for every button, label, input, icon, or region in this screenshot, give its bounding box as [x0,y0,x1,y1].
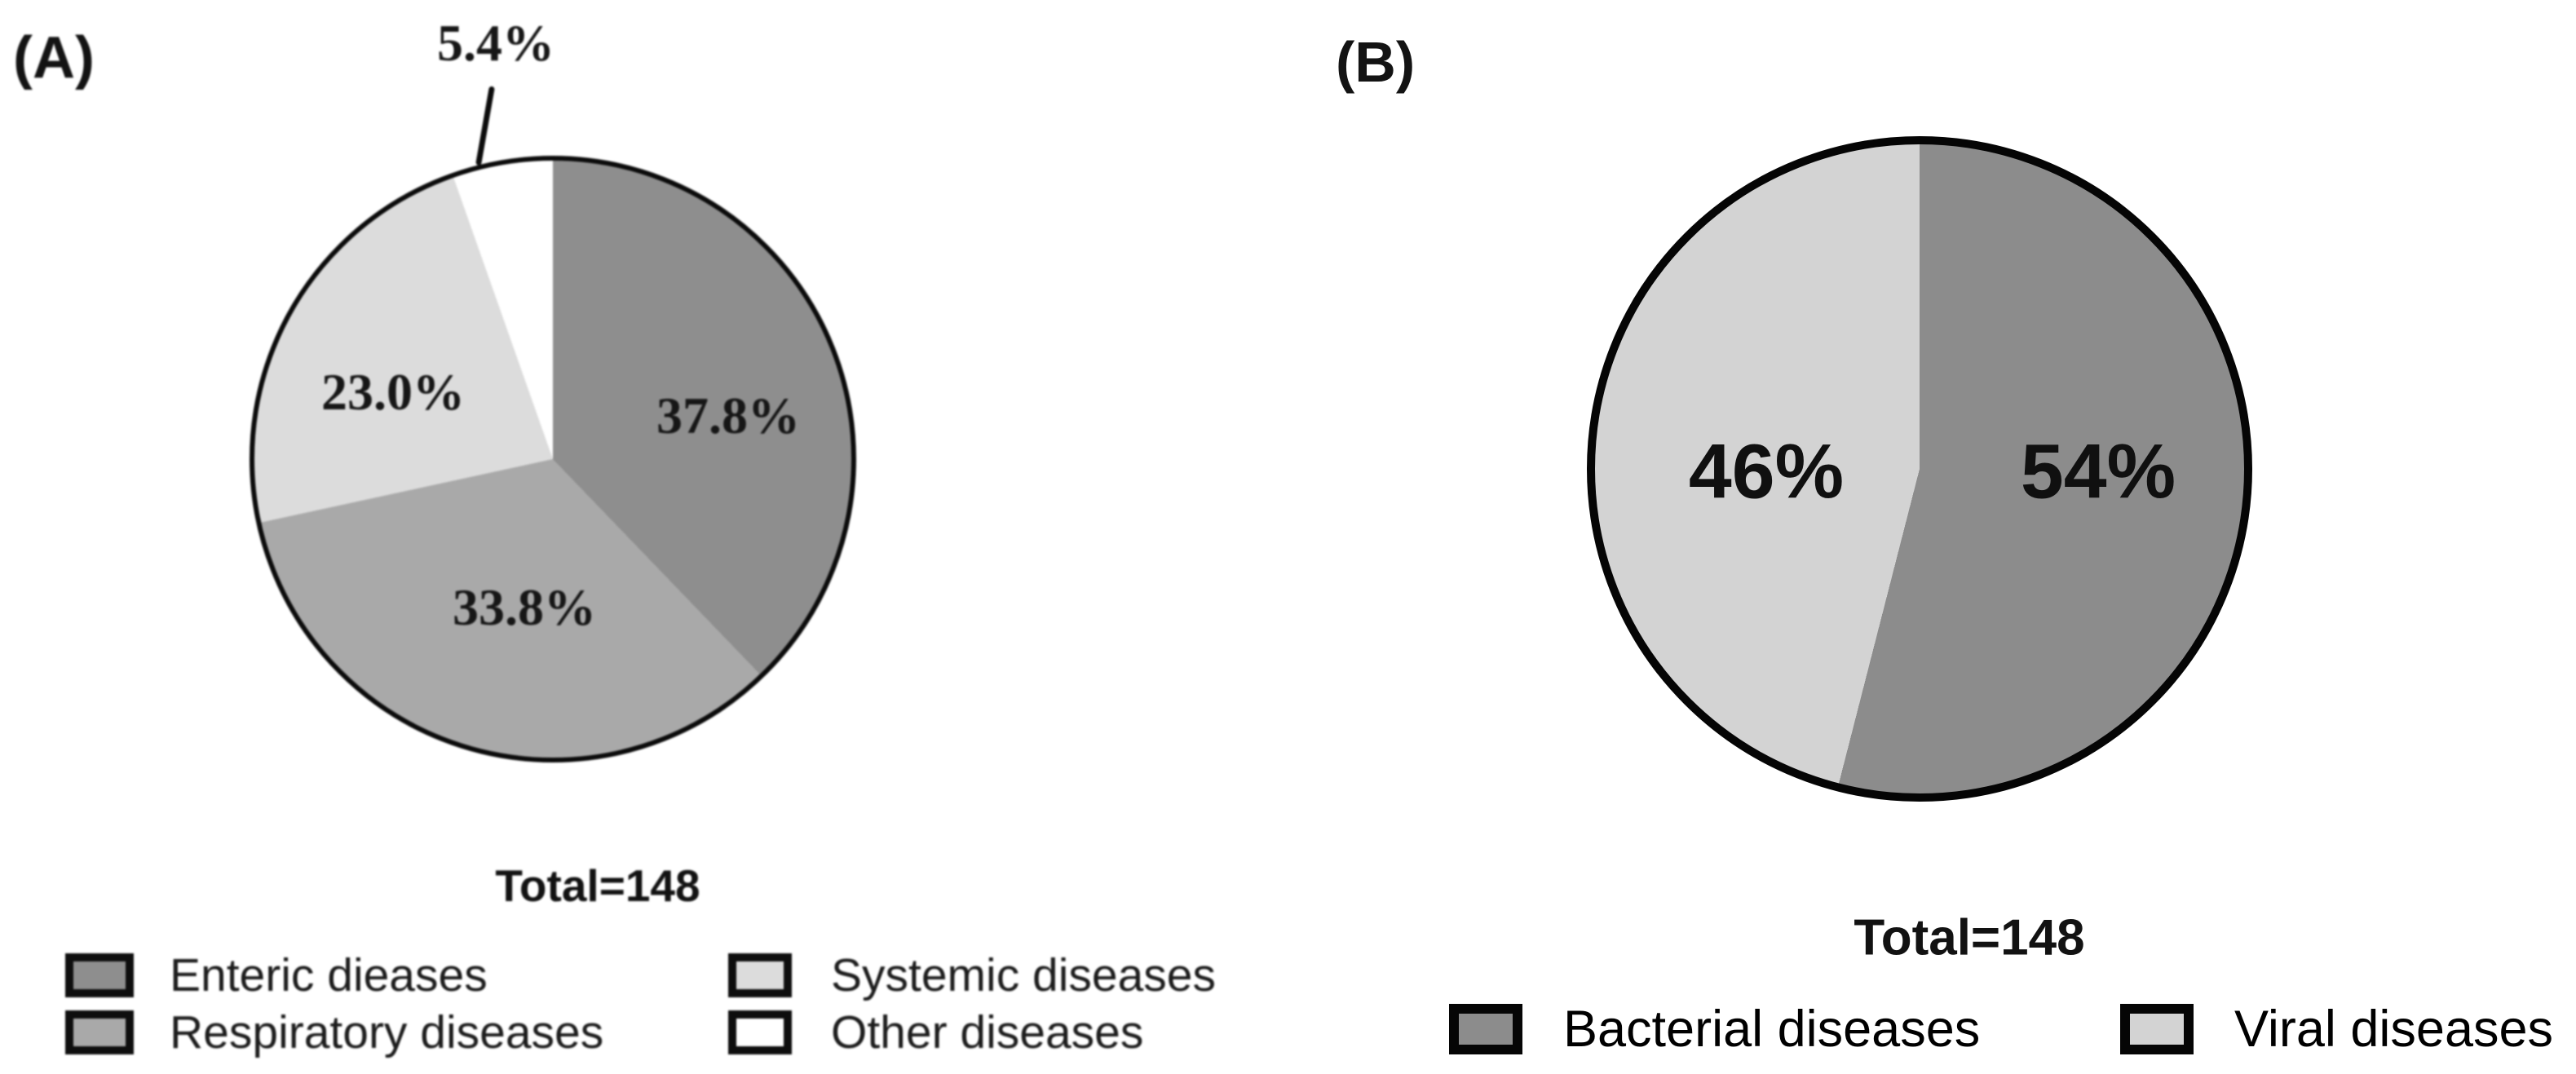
legend-label-enteric: Enteric dieases [170,949,488,1001]
legend-item-systemic: Systemic diseases [728,948,1216,1002]
legend-label-other: Other diseases [831,1006,1144,1059]
legend-item-viral: Viral diseases [2120,1000,2553,1059]
legend-item-other: Other diseases [728,1005,1143,1059]
legend-label-respiratory: Respiratory diseases [170,1006,604,1059]
legend-item-respiratory: Respiratory diseases [65,1005,603,1059]
total-label-a: Total=148 [495,860,700,911]
slice-value-bacterial: 54% [2020,428,2176,515]
legend-swatch-systemic [728,953,792,997]
panel-a-tag: (A) [13,25,95,91]
legend-item-enteric: Enteric dieases [65,948,488,1002]
legend-swatch-bacterial [1449,1004,1522,1054]
legend-label-viral: Viral diseases [2234,1001,2554,1058]
legend-label-bacterial: Bacterial diseases [1563,1001,1981,1058]
slice-value-enteric: 37.8% [656,387,800,444]
total-label-b: Total=148 [1854,909,2085,966]
pie-chart-a [250,156,856,762]
panel-b-tag: (B) [1336,30,1416,94]
slice-value-respiratory: 33.8% [453,578,596,636]
pie-chart-b [1587,136,2252,802]
legend-swatch-respiratory [65,1010,134,1054]
legend-item-bacterial: Bacterial diseases [1449,1000,1980,1059]
legend-swatch-viral [2120,1004,2194,1054]
slice-value-systemic: 23.0% [321,363,465,421]
legend-swatch-enteric [65,953,134,997]
slice-value-other: 5.4% [437,14,555,72]
legend-swatch-other [728,1010,792,1054]
legend-label-systemic: Systemic diseases [831,949,1217,1001]
slice-value-viral: 46% [1688,428,1845,515]
